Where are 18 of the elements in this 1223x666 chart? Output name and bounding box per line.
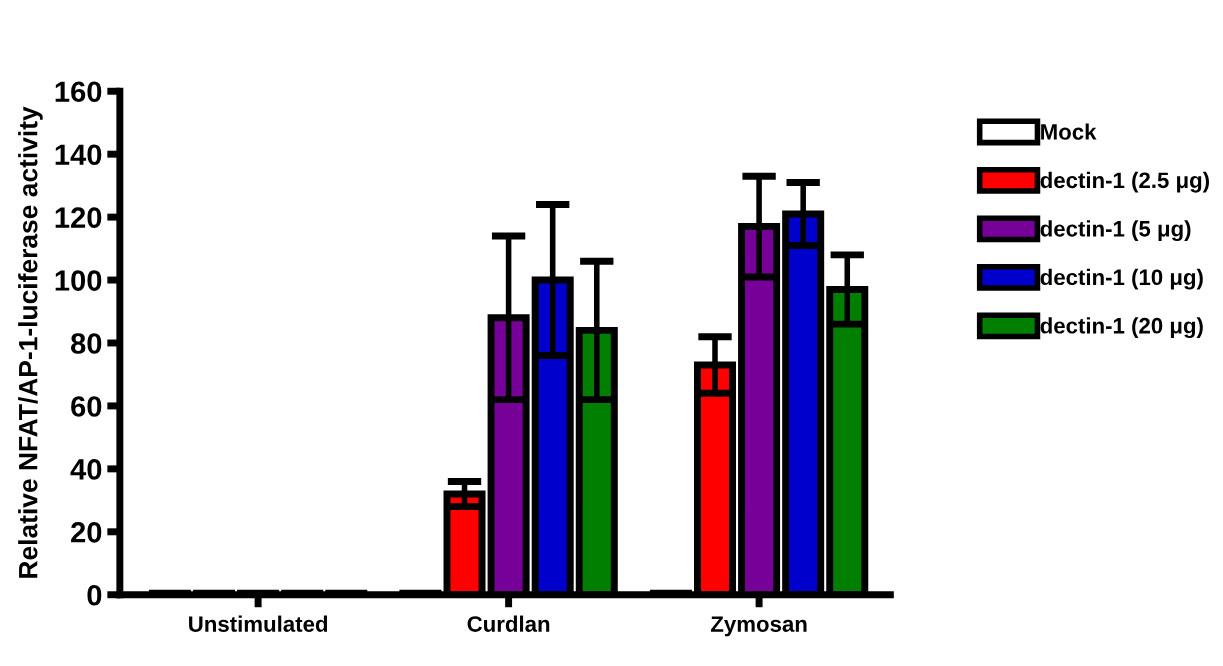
x-tick-label: Zymosan: [710, 616, 807, 637]
legend-label: dectin-1 (10 μg): [1040, 268, 1203, 290]
legend-label: dectin-1 (20 μg): [1040, 317, 1203, 339]
x-tick-label: Curdlan: [467, 615, 550, 632]
y-tick-label: 160: [55, 81, 102, 103]
y-tick-label: 60: [71, 396, 102, 417]
y-tick-label: 80: [70, 333, 102, 354]
legend-label: dectin-1 (2.5 μg): [1040, 171, 1209, 193]
x-tick-label: Unstimulated: [189, 615, 328, 632]
legend-label: dectin-1 (5 μg): [1040, 220, 1191, 242]
legend-label: Mock: [1041, 123, 1097, 140]
y-tick-label: 100: [55, 270, 102, 291]
y-tick-label: 120: [55, 207, 102, 228]
y-axis-title: Relative NFAT/AP-1-luciferase activity: [18, 106, 43, 578]
y-tick-label: 40: [70, 459, 102, 480]
y-tick-label: 140: [55, 144, 102, 166]
y-tick-label: 20: [71, 522, 102, 543]
y-tick-label: 0: [87, 584, 102, 606]
